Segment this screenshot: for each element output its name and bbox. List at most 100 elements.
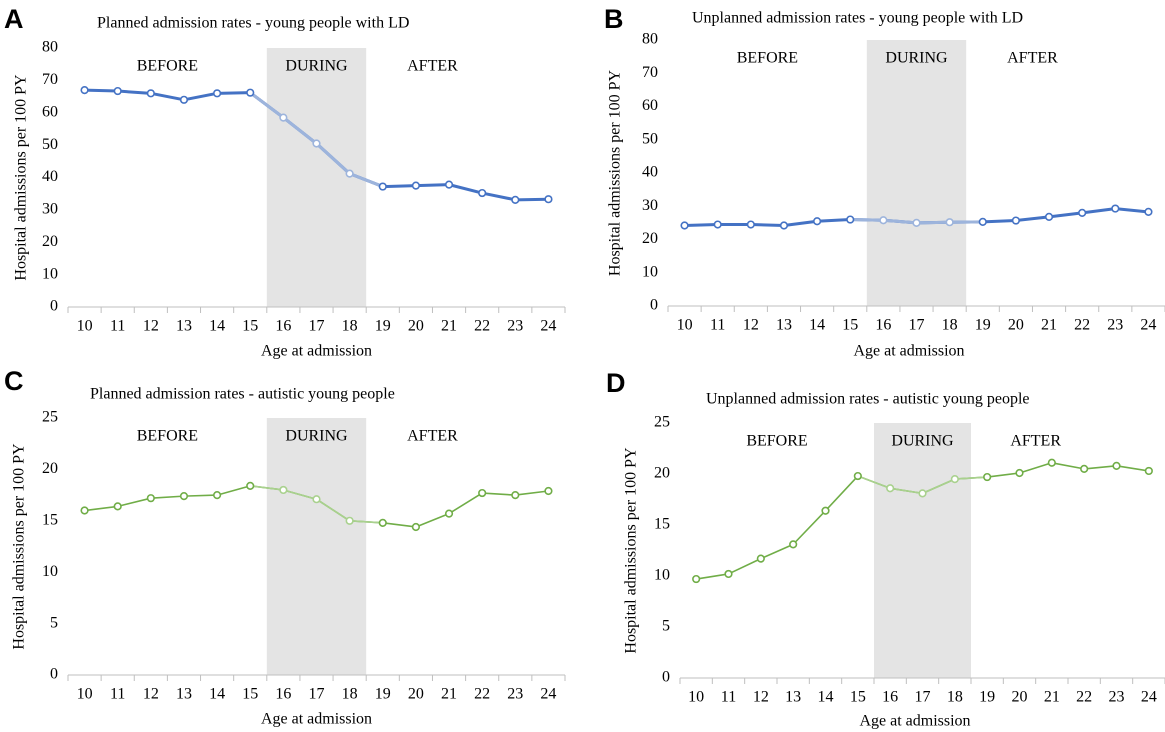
- data-point: [511, 195, 520, 204]
- y-tick-label: 5: [50, 614, 58, 631]
- data-point: [113, 502, 122, 511]
- period-label: BEFORE: [737, 50, 798, 67]
- y-tick-label: 20: [42, 233, 58, 250]
- data-point: [821, 506, 830, 515]
- data-point: [478, 488, 487, 498]
- x-tick-label: 24: [1141, 689, 1157, 706]
- x-axis-label: Age at admission: [853, 343, 964, 360]
- data-point: [912, 218, 921, 227]
- chart-title: Planned admission rates - autistic young…: [90, 386, 395, 403]
- chart-title: Planned admission rates - young people w…: [97, 15, 409, 32]
- x-tick-label: 22: [474, 686, 490, 703]
- x-tick-label: 15: [242, 318, 258, 335]
- panel-letter: A: [4, 4, 24, 34]
- period-label: DURING: [885, 50, 948, 67]
- data-point: [1044, 212, 1054, 221]
- x-tick-label: 13: [785, 689, 801, 706]
- x-axis-label: Age at admission: [859, 713, 970, 730]
- period-label: DURING: [285, 428, 348, 445]
- y-tick-label: 0: [650, 297, 658, 314]
- x-tick-label: 23: [507, 318, 523, 335]
- data-point: [146, 494, 155, 503]
- data-point: [179, 95, 189, 104]
- y-tick-label: 10: [642, 263, 658, 280]
- x-tick-label: 23: [1109, 689, 1125, 706]
- data-point: [846, 215, 855, 224]
- data-point: [680, 221, 689, 230]
- panel-letter: D: [606, 368, 626, 398]
- period-label: DURING: [891, 433, 954, 450]
- data-point: [1144, 207, 1153, 217]
- data-point: [444, 509, 454, 518]
- data-point: [724, 569, 733, 579]
- period-label: AFTER: [407, 428, 458, 445]
- x-tick-label: 21: [441, 686, 457, 703]
- y-tick-label: 0: [50, 298, 58, 315]
- x-tick-label: 19: [975, 317, 991, 334]
- y-tick-label: 10: [42, 563, 58, 580]
- y-axis-label: Hospital admissions per 100 PY: [607, 69, 624, 276]
- x-tick-label: 14: [209, 318, 225, 335]
- x-tick-label: 20: [1012, 689, 1028, 706]
- data-point: [345, 169, 354, 178]
- x-tick-label: 23: [507, 686, 523, 703]
- x-tick-label: 14: [209, 686, 225, 703]
- data-point: [378, 182, 387, 191]
- data-point: [544, 195, 553, 204]
- chart-title: Unplanned admission rates - young people…: [692, 10, 1023, 27]
- x-tick-label: 23: [1107, 317, 1123, 334]
- x-tick-label: 21: [1044, 689, 1060, 706]
- data-point: [692, 574, 701, 584]
- period-label: AFTER: [1007, 50, 1058, 67]
- x-tick-label: 16: [275, 686, 291, 703]
- x-tick-label: 14: [809, 317, 825, 334]
- data-point: [179, 492, 189, 501]
- data-point: [945, 218, 954, 227]
- y-tick-label: 50: [42, 136, 58, 153]
- data-point: [1144, 466, 1153, 476]
- data-point: [213, 89, 222, 98]
- y-tick-label: 15: [654, 516, 670, 533]
- x-tick-label: 24: [1140, 317, 1156, 334]
- x-tick-label: 17: [915, 689, 931, 706]
- x-tick-label: 12: [143, 318, 159, 335]
- x-tick-label: 13: [776, 317, 792, 334]
- x-tick-label: 21: [1041, 317, 1057, 334]
- x-tick-label: 22: [1076, 689, 1092, 706]
- data-point: [279, 113, 288, 122]
- y-tick-label: 20: [642, 230, 658, 247]
- y-tick-label: 60: [642, 97, 658, 114]
- data-point: [411, 522, 421, 532]
- data-point: [544, 486, 553, 496]
- x-tick-label: 12: [743, 317, 759, 334]
- period-label: BEFORE: [137, 58, 198, 75]
- data-point: [879, 216, 888, 225]
- y-tick-label: 70: [42, 71, 58, 88]
- data-point: [918, 489, 927, 498]
- data-point: [756, 554, 765, 563]
- data-point: [478, 188, 487, 198]
- period-label: BEFORE: [746, 433, 807, 450]
- y-tick-label: 15: [42, 511, 58, 528]
- period-shade: [266, 418, 367, 675]
- data-point: [1015, 468, 1024, 478]
- y-tick-label: 25: [42, 409, 58, 426]
- chart-panel: B Unplanned admission rates - young peopl…: [604, 4, 1165, 360]
- data-point: [789, 540, 798, 549]
- period-shade: [866, 40, 967, 306]
- x-tick-label: 21: [441, 318, 457, 335]
- x-tick-label: 19: [375, 318, 391, 335]
- x-tick-label: 19: [979, 689, 995, 706]
- x-tick-label: 11: [721, 689, 736, 706]
- x-tick-label: 17: [909, 317, 925, 334]
- y-tick-label: 20: [654, 465, 670, 482]
- x-tick-label: 22: [474, 318, 490, 335]
- period-label: AFTER: [1010, 433, 1061, 450]
- period-label: BEFORE: [137, 428, 198, 445]
- data-point: [80, 85, 89, 95]
- data-point: [511, 491, 520, 500]
- data-point: [113, 86, 122, 96]
- y-tick-label: 0: [662, 669, 670, 686]
- y-tick-label: 10: [654, 567, 670, 584]
- y-axis-label: Hospital admissions per 100 PY: [623, 447, 640, 654]
